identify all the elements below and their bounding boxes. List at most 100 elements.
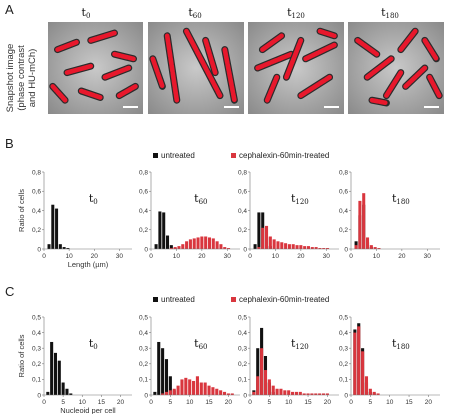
bar (168, 376, 172, 395)
bar (215, 241, 219, 249)
plot-time-label: t0 (89, 337, 98, 351)
bar (314, 247, 318, 249)
legend-swatch-untreated-c (153, 297, 158, 302)
microscopy-row (48, 22, 444, 114)
x-tick-label: 15 (304, 399, 312, 406)
bar (318, 393, 322, 395)
bar (192, 238, 196, 249)
bar (321, 393, 326, 395)
bar (326, 248, 330, 249)
legend-label-treated-b: cephalexin-60min-treated (239, 151, 329, 160)
bar (164, 391, 169, 395)
y-tick-label: 0,2 (32, 361, 41, 368)
bar (287, 244, 291, 249)
bar (294, 391, 298, 395)
x-tick-label: 10 (272, 253, 280, 260)
bar (291, 244, 295, 249)
bar (200, 236, 204, 249)
x-tick-label: 5 (369, 399, 373, 406)
legend-swatch-untreated-b (153, 153, 158, 158)
bar (204, 236, 208, 249)
bar (306, 393, 310, 395)
bar (280, 242, 284, 249)
y-tick-label: 0,2 (339, 227, 348, 234)
bar (211, 238, 215, 249)
bar (161, 348, 165, 395)
plot-time-label: t120 (291, 337, 309, 351)
legend-swatch-treated-b (231, 153, 236, 158)
x-tick-label: 10 (79, 399, 87, 406)
bar (295, 245, 299, 249)
time-label-t180: t180 (381, 6, 399, 20)
bar (184, 377, 188, 395)
snapshot-label-line2: (phase contrast (16, 45, 27, 111)
y-tick-label: 0,2 (139, 361, 148, 368)
x-tick-label: 20 (398, 253, 406, 260)
x-tick-label: 0 (349, 399, 353, 406)
bar (275, 388, 279, 395)
bar (226, 393, 230, 395)
snapshot-label-line3: and HU-mCh) (27, 49, 38, 108)
histogram-c-t0: 0 0,1 0,2 0,3 0,4 0,5 0 5 10 15 20 t0 Ratio of cells… (17, 314, 132, 414)
bar (169, 248, 173, 249)
y-tick-label: 0,4 (139, 330, 148, 337)
bar (362, 193, 366, 249)
x-tick-label: 0 (349, 253, 353, 260)
bar (46, 391, 50, 395)
snapshot-image (148, 22, 244, 114)
histogram-b-t120: 0 0,2 0,4 0,6 0,8 0 10 20 30 t120 (238, 169, 339, 260)
histogram-b-t60: 0 0,2 0,4 0,6 0,8 0 10 20 30 t60 (139, 169, 240, 260)
bar (354, 245, 358, 249)
y-tick-label: 0,5 (339, 314, 348, 321)
y-tick-label: 0,8 (238, 169, 247, 176)
y-axis-label: Ratio of cells (17, 189, 26, 232)
bar (325, 393, 329, 395)
bar (268, 236, 272, 249)
time-label-t60: t60 (188, 6, 201, 20)
y-tick-label: 0 (37, 246, 41, 253)
bar (283, 390, 287, 395)
x-tick-label: 0 (42, 253, 46, 260)
bar (51, 204, 55, 249)
x-tick-label: 5 (169, 399, 173, 406)
bar (180, 379, 184, 395)
bar (222, 391, 227, 395)
bar (173, 247, 177, 249)
x-tick-label: 15 (98, 399, 106, 406)
bar (257, 212, 261, 249)
y-tick-label: 0,5 (32, 314, 41, 321)
histogram-c-t60: 0 0,1 0,2 0,3 0,4 0,5 0 5 10 15 20 t60 (139, 314, 240, 406)
y-tick-label: 0,2 (139, 227, 148, 234)
bar (223, 247, 227, 249)
y-tick-label: 0,3 (339, 346, 348, 353)
bar (219, 244, 223, 249)
histogram-b-t0: 0 0,2 0,4 0,6 0,8 0 10 20 30 t0 Ratio of cells Leng… (17, 169, 132, 269)
bar (306, 246, 311, 249)
bar (196, 237, 200, 249)
plot-time-label: t60 (194, 192, 207, 206)
time-label-t0: t0 (82, 6, 91, 20)
bar (211, 387, 215, 395)
x-tick-label: 0 (42, 399, 46, 406)
y-tick-label: 0,2 (339, 361, 348, 368)
bar (272, 239, 276, 249)
bar (271, 385, 275, 395)
bar (55, 208, 59, 249)
bar (369, 245, 373, 249)
x-tick-label: 20 (297, 253, 305, 260)
bar (53, 352, 58, 395)
plot-time-label: t120 (291, 192, 309, 206)
x-tick-label: 10 (285, 399, 293, 406)
bar (65, 388, 69, 395)
bar (177, 246, 181, 249)
histogram-grid: 0 0,2 0,4 0,6 0,8 0 10 20 30 t0 Ratio of cells Leng… (17, 169, 440, 414)
x-tick-label: 20 (225, 399, 233, 406)
bar (57, 360, 61, 395)
y-tick-label: 0 (344, 246, 348, 253)
panel-letter-b: B (5, 136, 14, 151)
bar (253, 244, 257, 249)
x-tick-label: 0 (149, 253, 153, 260)
y-tick-label: 0,3 (139, 346, 148, 353)
y-tick-label: 0,6 (238, 189, 247, 196)
